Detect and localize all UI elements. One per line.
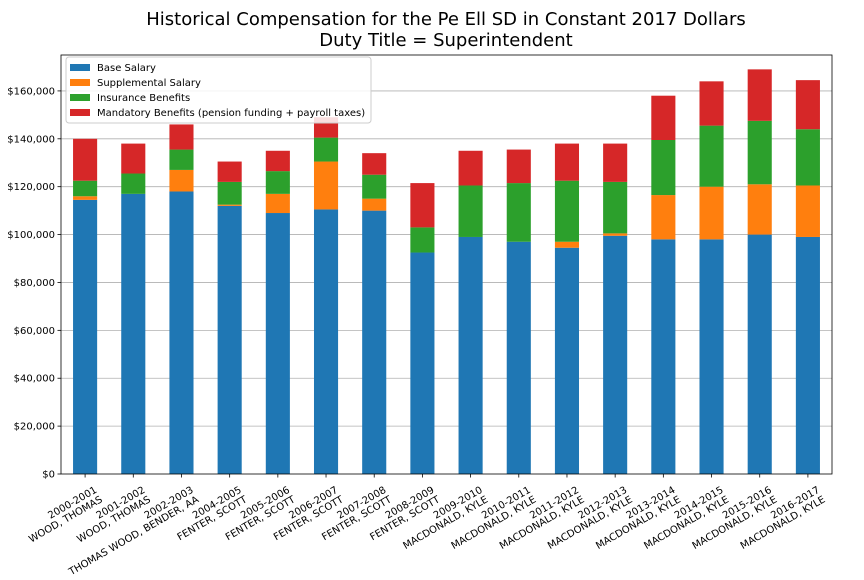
bar-segment [554, 143, 580, 181]
legend-swatch [70, 94, 90, 101]
legend-swatch [70, 109, 90, 116]
chart-subtitle: Duty Title = Superintendent [319, 30, 572, 51]
bar-segment [554, 180, 580, 242]
bar-segment [265, 150, 290, 172]
bar-segment [362, 174, 387, 199]
bar-segment [699, 186, 724, 240]
legend: Base Salary Supplemental Salary Insurance … [65, 56, 372, 124]
y-tick-label: $80,000 [14, 278, 55, 289]
bar-segment [554, 241, 580, 248]
y-tick-label: $140,000 [7, 134, 55, 145]
legend-frame [65, 56, 372, 124]
bar-segment [458, 150, 483, 186]
bar-segment [121, 143, 146, 174]
bar-segment [603, 233, 628, 236]
legend-label: Insurance Benefits [97, 93, 190, 104]
bar-segment [506, 241, 531, 474]
bar-segment [795, 80, 820, 130]
bar-segment [651, 95, 676, 140]
bar-segment [362, 210, 387, 474]
bar-segment [651, 195, 676, 240]
bar-segment [121, 193, 146, 474]
bar-segment [603, 235, 628, 474]
bar-segment [73, 138, 98, 181]
bar-segment [603, 143, 628, 182]
bar-segment [73, 180, 98, 197]
bar-segment [313, 209, 339, 474]
bar-segment [699, 239, 724, 474]
y-tick-label: $120,000 [7, 182, 55, 193]
bar-segment [699, 81, 724, 126]
bars [73, 69, 820, 474]
bar-segment [410, 252, 435, 474]
bar-segment [121, 173, 146, 194]
bar-segment [217, 161, 242, 182]
chart-title: Historical Compensation for the Pe Ell S… [146, 9, 746, 30]
y-axis: $0 $20,000 $40,000 $60,000 $80,000 $100,000 $1… [7, 86, 61, 481]
bar-segment [747, 234, 772, 474]
bar-segment [73, 199, 98, 474]
bar-segment [506, 149, 531, 184]
legend-label: Mandatory Benefits (pension funding + pa… [97, 108, 365, 119]
y-tick-label: $160,000 [7, 86, 55, 97]
bar-segment [362, 198, 387, 211]
y-tick-label: $20,000 [14, 422, 55, 433]
bar-segment [795, 129, 820, 186]
bar-segment [410, 227, 435, 253]
bar-segment [747, 120, 772, 185]
bar-segment [699, 125, 724, 187]
y-tick-label: $40,000 [14, 374, 55, 385]
legend-label: Base Salary [97, 63, 156, 74]
bar-segment [795, 185, 820, 237]
bar-segment [265, 193, 290, 214]
legend-label: Supplemental Salary [97, 78, 201, 89]
bar-segment [217, 205, 242, 474]
bar-segment [506, 183, 531, 242]
y-tick-label: $0 [42, 470, 55, 481]
bar-segment [603, 181, 628, 234]
y-tick-label: $100,000 [7, 230, 55, 241]
bar-segment [795, 236, 820, 474]
bar-segment [169, 124, 194, 150]
bar-segment [313, 161, 339, 210]
bar-segment [362, 153, 387, 175]
bar-segment [747, 184, 772, 235]
bar-segment [313, 137, 339, 162]
bar-segment [651, 239, 676, 474]
bar-segment [458, 236, 483, 474]
bar-segment [169, 149, 194, 170]
legend-swatch [70, 64, 90, 71]
y-tick-label: $60,000 [14, 326, 55, 337]
bar-segment [747, 69, 772, 121]
bar-segment [73, 196, 98, 200]
bar-segment [265, 171, 290, 194]
bar-segment [169, 191, 194, 474]
bar-segment [265, 213, 290, 474]
bar-segment [410, 183, 435, 228]
bar-segment [458, 185, 483, 237]
bar-segment [217, 181, 242, 205]
bar-segment [217, 204, 242, 206]
bar-segment [169, 169, 194, 192]
plot-frame [60, 54, 833, 475]
bar-segment [554, 247, 580, 474]
legend-swatch [70, 79, 90, 86]
bar-segment [651, 139, 676, 196]
